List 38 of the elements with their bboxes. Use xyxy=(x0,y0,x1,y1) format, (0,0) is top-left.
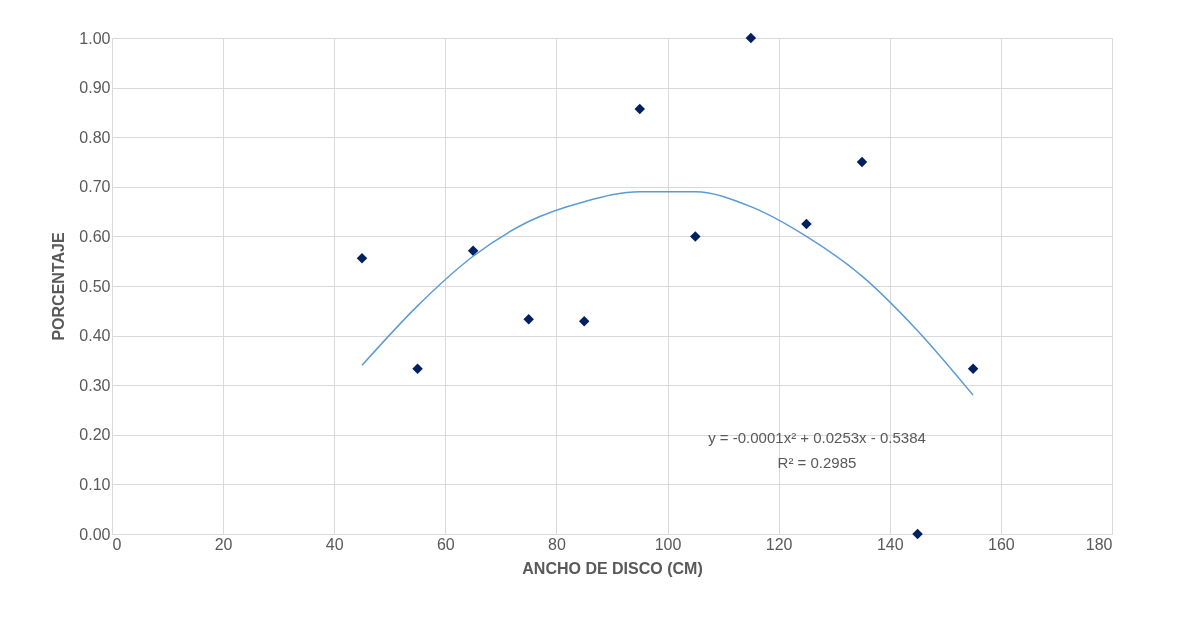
y-axis-title: PORCENTAJE xyxy=(50,232,68,341)
point xyxy=(634,103,646,115)
x-axis-title: ANCHO DE DISCO (CM) xyxy=(522,559,703,577)
point xyxy=(801,218,812,230)
x-tick-label: 40 xyxy=(325,535,344,553)
x-tick-label: 80 xyxy=(548,535,566,553)
x-tick-label: 20 xyxy=(214,535,233,553)
point xyxy=(578,315,590,327)
annotation: y = -0.0001x² + 0.0253x - 0.5384 xyxy=(708,429,926,446)
point xyxy=(690,231,701,242)
point xyxy=(523,313,534,325)
point xyxy=(412,363,423,375)
point xyxy=(856,156,868,168)
y-tick-label: 0.40 xyxy=(79,327,111,345)
x-tick-label: 120 xyxy=(765,535,793,553)
annotation: R² = 0.2985 xyxy=(777,454,857,471)
x-tick-label: 140 xyxy=(876,535,904,553)
y-tick-label: 0.80 xyxy=(79,128,111,146)
x-tick-label: 100 xyxy=(654,535,682,553)
point xyxy=(967,363,979,375)
x-tick-label: 160 xyxy=(988,535,1015,553)
y-tick-label: 0.50 xyxy=(79,277,111,295)
x-tick-label: 60 xyxy=(436,535,455,553)
y-tick-label: 0.30 xyxy=(79,376,111,394)
y-tick-label: 0.60 xyxy=(79,227,111,245)
point xyxy=(356,252,368,264)
y-tick-label: 0.10 xyxy=(79,475,111,493)
line-series xyxy=(361,191,974,396)
y-tick-label: 1.00 xyxy=(79,29,111,47)
y-tick-label: 0.90 xyxy=(79,79,111,97)
point xyxy=(912,528,923,540)
point xyxy=(745,32,757,44)
point xyxy=(467,245,479,257)
y-tick-label: 0.00 xyxy=(79,525,111,543)
y-tick-label: 0.20 xyxy=(79,426,111,444)
x-tick-label: 0 xyxy=(112,535,122,553)
y-tick-label: 0.70 xyxy=(79,178,111,196)
x-tick-label: 180 xyxy=(1085,535,1113,553)
